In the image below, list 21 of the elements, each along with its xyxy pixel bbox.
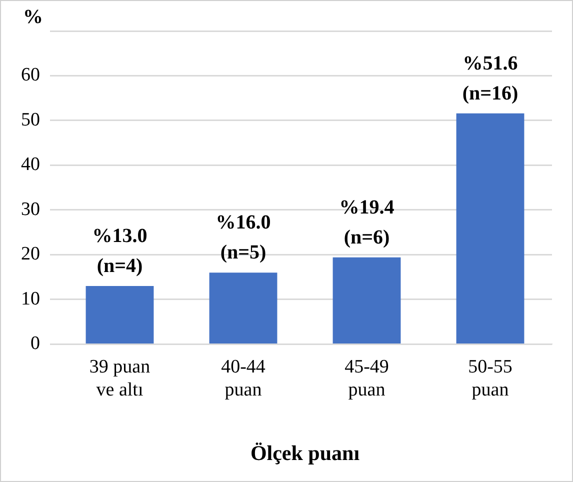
x-tick-label: 40-44 puan	[221, 356, 266, 400]
data-label: %16.0 (n=5)	[216, 212, 271, 264]
data-label: %19.4 (n=6)	[339, 196, 394, 248]
data-label: %51.6 (n=16)	[462, 52, 518, 104]
bar	[86, 286, 154, 344]
x-tick-label: 39 puan ve altı	[89, 356, 151, 400]
y-axis-title: %	[23, 6, 43, 28]
x-tick-label: 50-55 puan	[468, 356, 512, 400]
bar	[209, 272, 278, 344]
y-tick-label: 0	[30, 333, 40, 354]
bar	[456, 113, 524, 344]
x-axis-title: Ölçek puanı	[250, 440, 360, 465]
y-tick-label: 10	[21, 288, 40, 310]
data-label: %13.0 (n=4)	[92, 225, 148, 278]
bar	[332, 257, 401, 344]
y-tick-label: 50	[21, 109, 40, 130]
y-tick-label: 30	[21, 198, 40, 220]
y-tick-label: 40	[21, 154, 40, 176]
y-tick-label: 20	[21, 244, 40, 265]
y-tick-label: 60	[21, 64, 40, 86]
x-tick-label: 45-49 puan	[344, 356, 389, 400]
